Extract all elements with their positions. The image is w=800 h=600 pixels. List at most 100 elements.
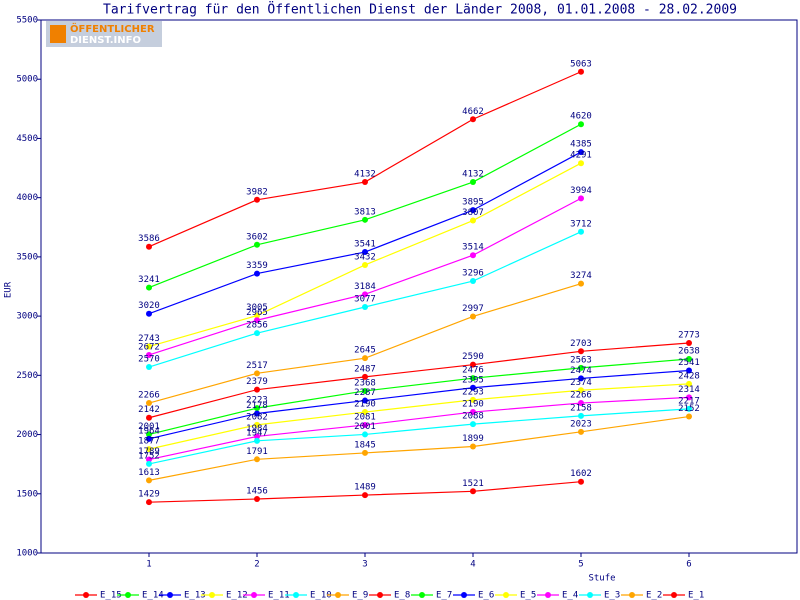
point	[146, 364, 152, 371]
point	[146, 460, 152, 467]
point	[254, 456, 260, 463]
data-label: 1752	[138, 451, 160, 461]
data-label: 1489	[354, 483, 376, 493]
data-label: 2672	[138, 342, 160, 352]
y-axis-label: EUR	[4, 281, 14, 298]
logo-icon	[50, 25, 66, 43]
series-line	[148, 408, 690, 465]
data-label: 2158	[570, 403, 592, 413]
data-label: 3077	[354, 294, 376, 304]
point	[362, 421, 368, 428]
data-label: 2428	[678, 371, 700, 381]
point	[470, 313, 476, 320]
point	[146, 477, 152, 484]
legend-label: E_7	[436, 591, 452, 600]
chart-title: Tarifvertrag für den Öffentlichen Dienst…	[103, 1, 737, 18]
point	[146, 435, 152, 442]
data-label: 1845	[354, 440, 376, 450]
data-label: 2223	[246, 396, 268, 406]
legend-marker	[503, 592, 509, 598]
data-label: 1899	[462, 434, 484, 444]
data-label: 1521	[462, 479, 484, 489]
point	[146, 431, 152, 438]
point	[146, 414, 152, 421]
data-label: 2081	[354, 412, 376, 422]
data-label: 2023	[570, 419, 592, 429]
legend-label: E_11	[268, 591, 290, 600]
data-label: 1789	[138, 447, 160, 457]
y-tick-label: 5000	[16, 75, 38, 85]
data-label: 2743	[138, 334, 160, 344]
point	[146, 446, 152, 453]
legend-label: E_4	[562, 591, 578, 600]
point	[578, 400, 584, 407]
point	[146, 310, 152, 317]
data-label: 2190	[354, 400, 376, 410]
y-tick-label: 4500	[16, 134, 38, 144]
data-label: 2563	[570, 355, 592, 365]
data-label: 3020	[138, 301, 160, 311]
plot-frame	[40, 19, 798, 554]
legend-label: E_6	[478, 591, 494, 600]
data-label: 1602	[570, 469, 592, 479]
legend-label: E_9	[352, 591, 368, 600]
data-label: 4132	[462, 170, 484, 180]
data-label: 1613	[138, 468, 160, 478]
data-label: 1456	[246, 486, 268, 496]
data-label: 2368	[354, 378, 376, 388]
y-tick-label: 2000	[16, 430, 38, 440]
point	[146, 499, 152, 506]
legend-label: E_3	[604, 591, 620, 600]
data-label: 3586	[138, 234, 160, 244]
legend-label: E_5	[520, 591, 536, 600]
point	[254, 437, 260, 444]
legend-marker	[209, 592, 215, 598]
data-label: 2965	[246, 308, 268, 318]
x-tick-label: 6	[686, 560, 691, 570]
data-label: 2082	[246, 412, 268, 422]
point	[362, 373, 368, 380]
point	[470, 278, 476, 285]
point	[362, 409, 368, 416]
point	[578, 348, 584, 355]
data-label: 2703	[570, 339, 592, 349]
y-tick-label: 5500	[16, 16, 38, 26]
data-label: 3241	[138, 275, 160, 285]
point	[578, 412, 584, 419]
series-line	[148, 396, 690, 461]
data-label: 3602	[246, 232, 268, 242]
legend-label: E_12	[226, 591, 248, 600]
legend-marker	[293, 592, 299, 598]
x-tick-label: 1	[146, 560, 151, 570]
series-line	[148, 369, 690, 440]
data-label: 2638	[678, 346, 700, 356]
data-label: 2287	[354, 388, 376, 398]
point	[362, 355, 368, 362]
data-label: 2217	[678, 396, 700, 406]
point	[362, 397, 368, 404]
y-tick-label: 4000	[16, 193, 38, 203]
point	[362, 179, 368, 186]
point	[470, 252, 476, 259]
point	[470, 409, 476, 416]
point	[470, 207, 476, 214]
data-label: 2266	[138, 391, 160, 401]
point	[254, 317, 260, 324]
data-label: 2541	[678, 358, 700, 368]
x-tick-label: 4	[470, 560, 475, 570]
point	[146, 284, 152, 291]
point	[578, 364, 584, 371]
legend-marker	[629, 592, 635, 598]
point	[686, 367, 692, 374]
legend-label: E_10	[310, 591, 332, 600]
data-label: 2645	[354, 346, 376, 356]
point	[254, 421, 260, 428]
x-axis-label: Stufe	[588, 574, 615, 584]
point	[362, 249, 368, 256]
point	[686, 380, 692, 387]
data-label: 2856	[246, 321, 268, 331]
point	[362, 216, 368, 223]
data-label: 1947	[246, 428, 268, 438]
point	[578, 121, 584, 128]
